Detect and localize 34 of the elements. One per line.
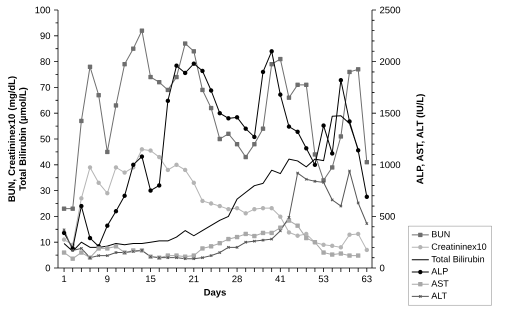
x-tick-label: 53 <box>318 276 328 282</box>
legend-label: ALP <box>431 268 448 274</box>
y2-tick-label: 2000 <box>380 58 400 65</box>
legend-label: AST <box>431 280 449 287</box>
x-tick-label: 28 <box>232 276 242 282</box>
y-tick-label: 0 <box>46 264 50 272</box>
x-tick-label: 1 <box>62 276 66 282</box>
x-tick-label: 41 <box>275 276 286 282</box>
y-tick-label: 20 <box>40 213 50 220</box>
y-tick-label: 30 <box>40 187 50 194</box>
legend-label: Total Bilirubin <box>432 256 484 262</box>
x-tick-label: 15 <box>146 276 156 282</box>
y-tick-label: 70 <box>40 84 50 91</box>
y2-tick-label: 500 <box>380 213 395 220</box>
x-axis-title: Days <box>204 289 226 298</box>
y-tick-label: 80 <box>40 58 50 65</box>
y-tick-label: 10 <box>40 238 50 246</box>
y2-tick-label: 1500 <box>380 110 400 117</box>
y-tick-label: 100 <box>35 6 50 14</box>
y-tick-label: 60 <box>40 110 50 117</box>
legend-label: BUN <box>432 231 450 238</box>
legend-label: ALT <box>431 292 447 299</box>
legend-label: Creatininex10 <box>432 243 486 250</box>
x-tick-label: 63 <box>362 276 372 282</box>
x-tick-label: 21 <box>189 276 199 282</box>
x-tick-label: 9 <box>105 276 110 282</box>
y-axis-title: BUN, Creatininex10 (mg/dL) Total Bilirubin (µmol/L) <box>8 76 28 202</box>
y2-tick-label: 0 <box>380 264 384 272</box>
y-tick-label: 90 <box>40 32 50 40</box>
y2-axis-title: ALP, AST, ALT (IU/L) <box>416 94 426 184</box>
y2-tick-label: 2500 <box>380 6 400 14</box>
y-tick-label: 50 <box>40 136 50 142</box>
y2-tick-label: 1000 <box>380 161 400 168</box>
y-tick-label: 40 <box>40 161 50 168</box>
